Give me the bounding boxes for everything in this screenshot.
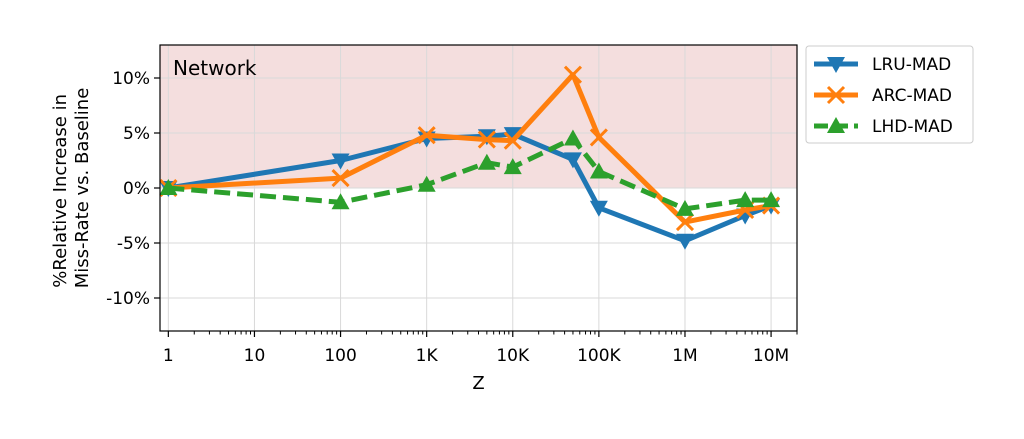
legend-entry-arc-mad: ARC-MAD: [814, 85, 952, 106]
y-tick-label: 0%: [123, 179, 150, 199]
series-layer: [159, 65, 781, 250]
series-lhd-mad: [159, 129, 781, 216]
legend-box: [805, 45, 974, 144]
legend-label: LRU-MAD: [872, 55, 951, 75]
legend: LRU-MAD ARC-MAD LHD-MAD: [805, 45, 974, 144]
marker-x: [826, 85, 846, 105]
y-axis-label: %Relative Increase in Miss-Rate vs. Base…: [50, 88, 93, 289]
marker-triangle-up: [563, 129, 582, 146]
marker-triangle-down: [675, 233, 694, 250]
y-tick-label: 10%: [112, 69, 150, 89]
marker-triangle-down: [331, 153, 350, 170]
series-line-arc-mad: [168, 72, 772, 225]
x-tick-label: 100K: [577, 346, 621, 366]
series-line-lhd-mad: [168, 136, 772, 212]
x-tick-label: 1M: [672, 346, 697, 366]
x-tick-label: 10: [244, 346, 266, 366]
marker-triangle-up: [762, 191, 781, 208]
marker-triangle-up: [827, 117, 845, 133]
x-tick-label: 10M: [753, 346, 789, 366]
legend-entry-lhd-mad: LHD-MAD: [814, 117, 953, 137]
marker-triangle-down: [503, 127, 522, 144]
x-tick-label: 1: [163, 346, 174, 366]
y-axis-label-line-1: %Relative Increase in: [50, 94, 71, 288]
shaded-positive-region: [160, 45, 797, 188]
y-tick-label: -5%: [117, 234, 150, 254]
marker-triangle-up: [159, 179, 178, 195]
marker-triangle-up: [503, 158, 522, 175]
grid: [160, 45, 797, 331]
annotation-network: Network: [173, 56, 257, 80]
marker-x: [589, 128, 608, 147]
marker-x: [477, 130, 496, 149]
x-tick-label: 100: [324, 346, 356, 366]
marker-x: [331, 169, 350, 188]
marker-triangle-up: [417, 175, 436, 192]
x-tick-label: 10K: [496, 346, 530, 366]
marker-x: [675, 213, 695, 232]
x-axis-label: Z: [472, 373, 484, 394]
y-tick-label: -10%: [106, 289, 150, 309]
marker-triangle-down: [827, 57, 845, 73]
marker-triangle-up: [589, 162, 608, 179]
marker-x: [503, 131, 522, 150]
marker-triangle-up: [736, 191, 755, 208]
series-line-lru-mad: [167, 131, 772, 244]
legend-label: LHD-MAD: [872, 117, 953, 137]
marker-x: [563, 65, 583, 84]
y-axis-label-line-2: Miss-Rate vs. Baseline: [72, 88, 93, 289]
legend-entry-lru-mad: LRU-MAD: [814, 55, 951, 75]
marker-triangle-down: [589, 200, 608, 217]
marker-triangle-up: [675, 199, 694, 216]
x-tick-label: 1K: [416, 346, 439, 366]
marker-x: [417, 126, 436, 145]
legend-label: ARC-MAD: [872, 86, 952, 106]
y-tick-label: 5%: [123, 124, 150, 144]
marker-triangle-up: [477, 153, 496, 170]
marker-triangle-down: [563, 152, 582, 169]
marker-triangle-up: [331, 193, 350, 210]
axes: 1 10 100 1K 10K 100K 1M 10M 10% 5% 0% -5% -10%: [106, 69, 798, 366]
